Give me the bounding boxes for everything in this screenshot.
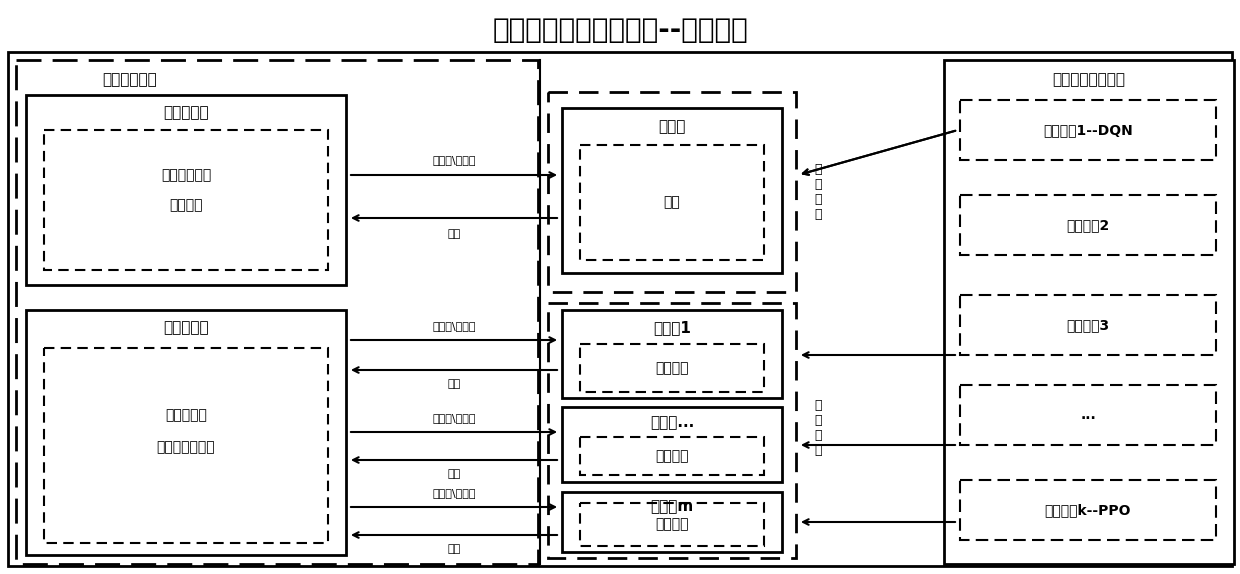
Text: 动作: 动作: [448, 544, 460, 554]
Bar: [562, 108, 782, 273]
Text: 动作: 动作: [448, 379, 460, 389]
Bar: [562, 310, 782, 398]
Bar: [43, 348, 329, 543]
Text: 智能体: 智能体: [658, 119, 686, 134]
Text: 相位方案: 相位方案: [655, 449, 688, 463]
Text: 神经网络2: 神经网络2: [1066, 218, 1110, 232]
Bar: [548, 92, 796, 292]
Text: 智能体m: 智能体m: [650, 499, 693, 514]
Bar: [580, 145, 764, 260]
Bar: [960, 100, 1216, 160]
Text: 确定路口运行: 确定路口运行: [161, 168, 211, 182]
Bar: [548, 303, 796, 558]
Text: 相位方案的时长: 相位方案的时长: [156, 440, 216, 454]
Text: 神经网络k--PPO: 神经网络k--PPO: [1045, 503, 1131, 517]
Bar: [562, 492, 782, 552]
Text: 多
智
能
体: 多 智 能 体: [815, 399, 822, 457]
Bar: [43, 130, 329, 270]
Text: 路口: 路口: [663, 195, 681, 209]
Text: 高层级环境: 高层级环境: [164, 106, 208, 121]
Text: 智能体1: 智能体1: [653, 320, 691, 335]
Text: 深度强化学习算法: 深度强化学习算法: [1053, 72, 1126, 87]
Bar: [7, 52, 1233, 566]
Bar: [960, 480, 1216, 540]
Text: 智能体...: 智能体...: [650, 416, 694, 430]
Text: 动作: 动作: [448, 469, 460, 479]
Bar: [960, 385, 1216, 445]
Text: 单
智
能
体: 单 智 能 体: [815, 163, 822, 221]
Bar: [562, 407, 782, 482]
Text: 动作: 动作: [448, 229, 460, 239]
Text: 观察值\奖励值: 观察值\奖励值: [433, 413, 476, 423]
Text: 相位方案: 相位方案: [655, 517, 688, 531]
Text: 低层级环境: 低层级环境: [164, 320, 208, 335]
Text: 观察值\奖励值: 观察值\奖励值: [433, 321, 476, 331]
Text: 相位方案: 相位方案: [169, 198, 203, 212]
Text: 观察值\奖励值: 观察值\奖励值: [433, 488, 476, 498]
Bar: [580, 344, 764, 392]
Bar: [26, 95, 346, 285]
Text: 信号智能控制算法部分--路口控制: 信号智能控制算法部分--路口控制: [492, 16, 748, 44]
Text: 观察值\奖励值: 观察值\奖励值: [433, 155, 476, 165]
Text: 神经网络1--DQN: 神经网络1--DQN: [1043, 123, 1133, 137]
Bar: [580, 503, 764, 546]
Bar: [960, 295, 1216, 355]
Bar: [944, 60, 1234, 564]
Bar: [580, 437, 764, 475]
Text: 路口分层环境: 路口分层环境: [103, 72, 157, 87]
Text: ...: ...: [1080, 408, 1096, 422]
Bar: [26, 310, 346, 555]
Bar: [16, 60, 538, 564]
Text: 相位方案: 相位方案: [655, 361, 688, 375]
Bar: [960, 195, 1216, 255]
Text: 决定已确认: 决定已确认: [165, 408, 207, 422]
Text: 神经网络3: 神经网络3: [1066, 318, 1110, 332]
